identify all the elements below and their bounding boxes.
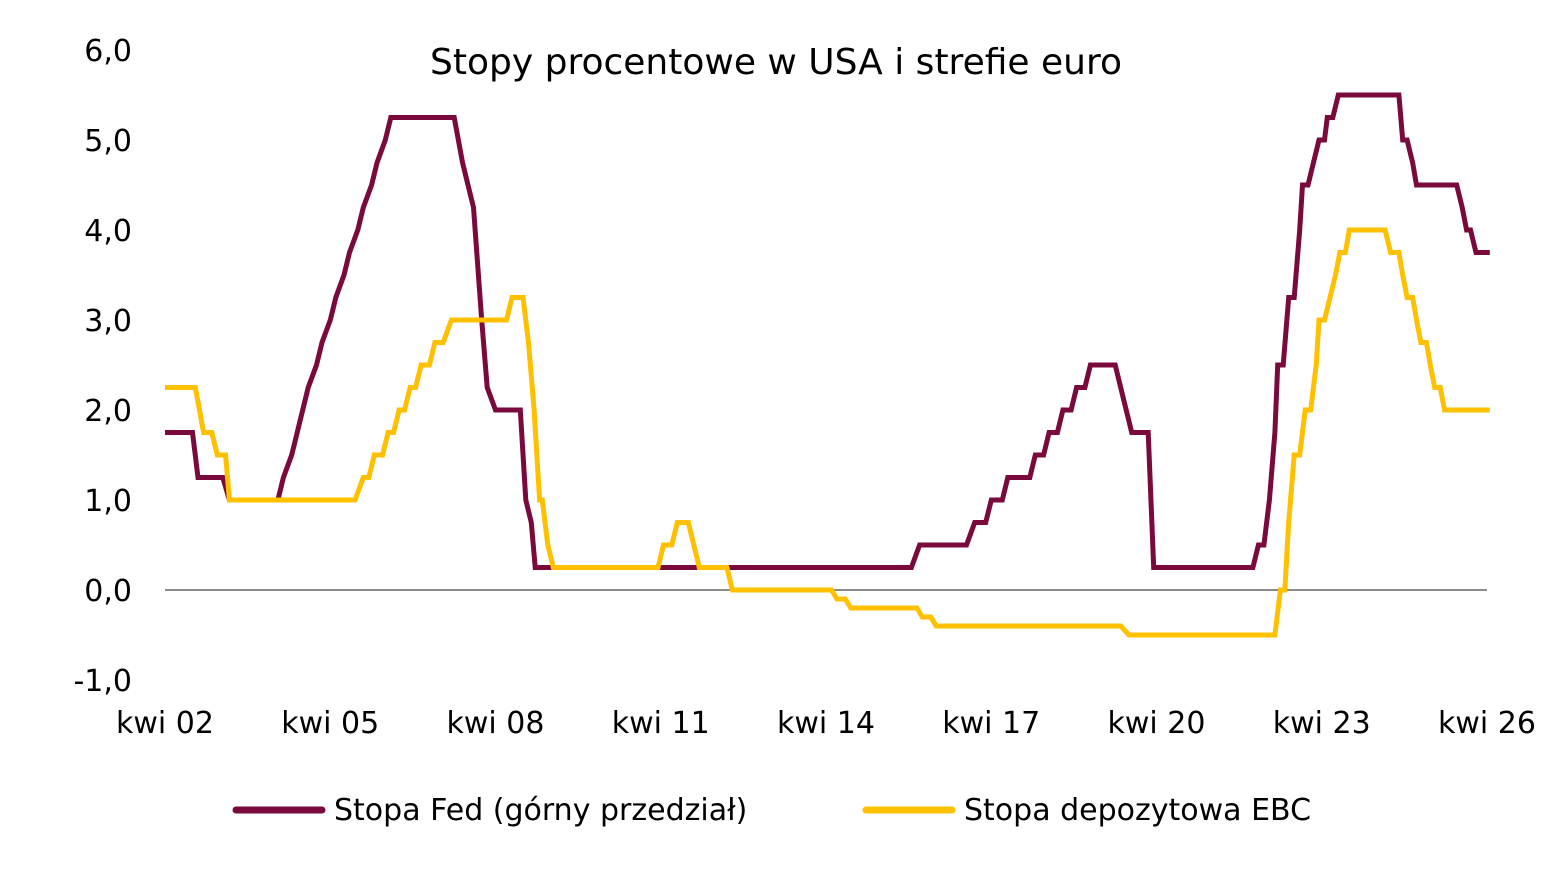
x-tick-label: kwi 08 <box>447 706 545 741</box>
x-axis-ticks: kwi 02 kwi 05 kwi 08 kwi 11 kwi 14 kwi 17 kwi … <box>116 706 1536 741</box>
x-tick-label: kwi 05 <box>281 706 379 741</box>
legend-label-1: Stopa Fed (górny przedział) <box>334 793 747 828</box>
series-lines <box>165 92 1490 638</box>
series-line-2 <box>165 227 1490 638</box>
legend: Stopa Fed (górny przedział) Stopa depozyt… <box>232 793 1311 828</box>
y-tick-label: 4,0 <box>84 214 132 249</box>
series-line-1 <box>165 92 1490 570</box>
y-tick-label: -1,0 <box>73 664 132 699</box>
y-tick-label: 3,0 <box>84 304 132 339</box>
y-axis-ticks: -1,0 0,0 1,0 2,0 3,0 4,0 5,0 6,0 <box>73 34 132 699</box>
y-tick-label: 1,0 <box>84 484 132 519</box>
y-tick-label: 0,0 <box>84 574 132 609</box>
y-tick-label: 6,0 <box>84 34 132 69</box>
x-tick-label: kwi 17 <box>942 706 1040 741</box>
y-tick-label: 5,0 <box>84 124 132 159</box>
legend-label-2: Stopa depozytowa EBC <box>964 793 1311 828</box>
chart-title: Stopy procentowe w USA i strefie euro <box>430 42 1122 83</box>
x-tick-label: kwi 02 <box>116 706 214 741</box>
x-tick-label: kwi 11 <box>612 706 710 741</box>
x-tick-label: kwi 14 <box>777 706 875 741</box>
x-tick-label: kwi 20 <box>1108 706 1206 741</box>
x-tick-label: kwi 26 <box>1438 706 1536 741</box>
x-tick-label: kwi 23 <box>1273 706 1371 741</box>
y-tick-label: 2,0 <box>84 394 132 429</box>
